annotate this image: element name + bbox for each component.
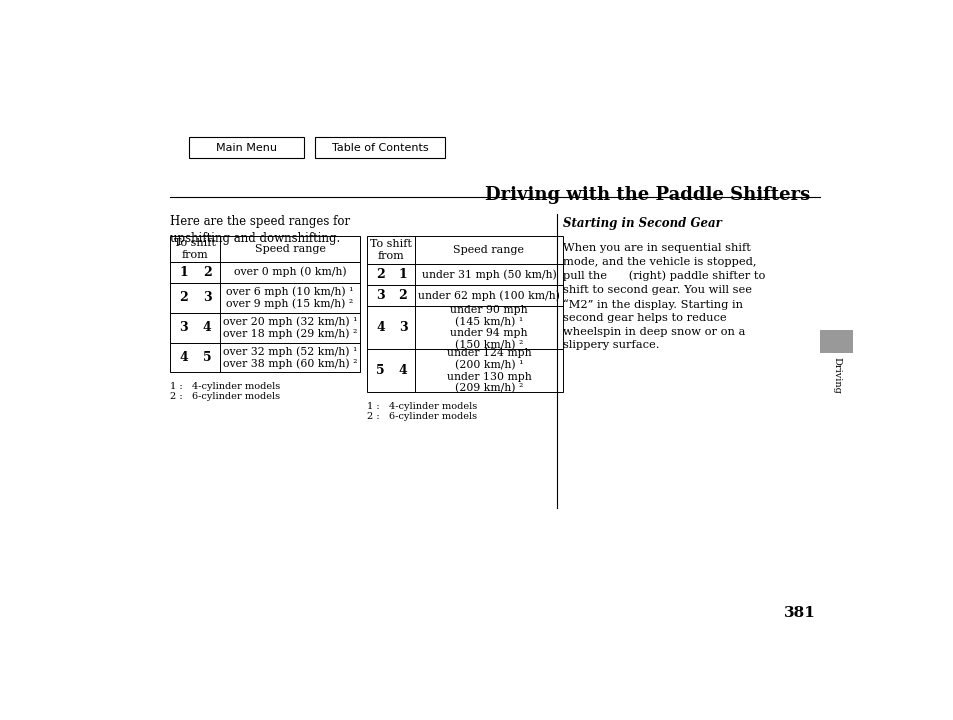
Bar (367, 285, 562, 306)
Text: Speed range: Speed range (453, 245, 524, 255)
Text: over 6 mph (10 km/h) ¹
over 9 mph (15 km/h) ²: over 6 mph (10 km/h) ¹ over 9 mph (15 km… (226, 287, 354, 309)
Bar (367, 306, 562, 349)
Bar (367, 236, 562, 264)
Text: 2 :   6-cylinder models: 2 : 6-cylinder models (367, 413, 476, 421)
Text: 3: 3 (375, 289, 384, 302)
Bar (190, 138, 304, 158)
Text: Driving: Driving (831, 357, 840, 394)
Text: over 32 mph (52 km/h) ¹
over 38 mph (60 km/h) ²: over 32 mph (52 km/h) ¹ over 38 mph (60 … (223, 346, 357, 369)
Text: 5: 5 (203, 351, 212, 364)
Text: 2: 2 (203, 266, 212, 279)
Text: 2: 2 (179, 291, 188, 304)
Text: 1 :   4-cylinder models: 1 : 4-cylinder models (170, 382, 279, 392)
Text: To shift
from: To shift from (370, 239, 412, 261)
Bar (170, 261, 360, 283)
Text: Starting in Second Gear: Starting in Second Gear (562, 217, 721, 230)
Text: 4: 4 (375, 321, 384, 334)
Bar (170, 312, 360, 343)
Text: 3: 3 (398, 321, 407, 334)
Text: 1 :   4-cylinder models: 1 : 4-cylinder models (367, 402, 476, 411)
Text: Driving with the Paddle Shifters: Driving with the Paddle Shifters (485, 186, 810, 204)
Text: 4: 4 (203, 321, 212, 334)
Bar (367, 264, 562, 285)
Bar (170, 236, 360, 261)
Text: 5: 5 (375, 364, 384, 377)
Text: under 31 mph (50 km/h): under 31 mph (50 km/h) (421, 269, 556, 279)
Text: under 90 mph
(145 km/h) ¹
under 94 mph
(150 km/h) ²: under 90 mph (145 km/h) ¹ under 94 mph (… (450, 305, 527, 351)
Text: 2 :   6-cylinder models: 2 : 6-cylinder models (170, 392, 279, 402)
Text: 3: 3 (203, 291, 212, 304)
Text: Here are the speed ranges for
upshifting and downshifting.: Here are the speed ranges for upshifting… (170, 215, 350, 245)
Bar (820, 330, 852, 353)
Bar (170, 343, 360, 372)
Text: 2: 2 (375, 268, 384, 281)
Text: 1: 1 (179, 266, 188, 279)
Text: Table of Contents: Table of Contents (332, 143, 428, 153)
Text: 3: 3 (179, 321, 188, 334)
Text: 2: 2 (398, 289, 407, 302)
Text: 4: 4 (179, 351, 188, 364)
Text: over 20 mph (32 km/h) ¹
over 18 mph (29 km/h) ²: over 20 mph (32 km/h) ¹ over 18 mph (29 … (223, 316, 357, 339)
Bar (367, 349, 562, 392)
Text: To shift
from: To shift from (173, 238, 215, 260)
Text: over 0 mph (0 km/h): over 0 mph (0 km/h) (233, 267, 346, 277)
Text: Main Menu: Main Menu (216, 143, 277, 153)
Text: 4: 4 (398, 364, 407, 377)
Bar (170, 283, 360, 312)
Bar (314, 138, 444, 158)
Text: Speed range: Speed range (254, 244, 325, 254)
Text: When you are in sequential shift
mode, and the vehicle is stopped,
pull the     : When you are in sequential shift mode, a… (562, 243, 764, 351)
Text: under 62 mph (100 km/h): under 62 mph (100 km/h) (417, 290, 559, 301)
Text: 381: 381 (782, 606, 815, 620)
Text: under 124 mph
(200 km/h) ¹
under 130 mph
(209 km/h) ²: under 124 mph (200 km/h) ¹ under 130 mph… (446, 348, 531, 394)
Text: 1: 1 (398, 268, 407, 281)
